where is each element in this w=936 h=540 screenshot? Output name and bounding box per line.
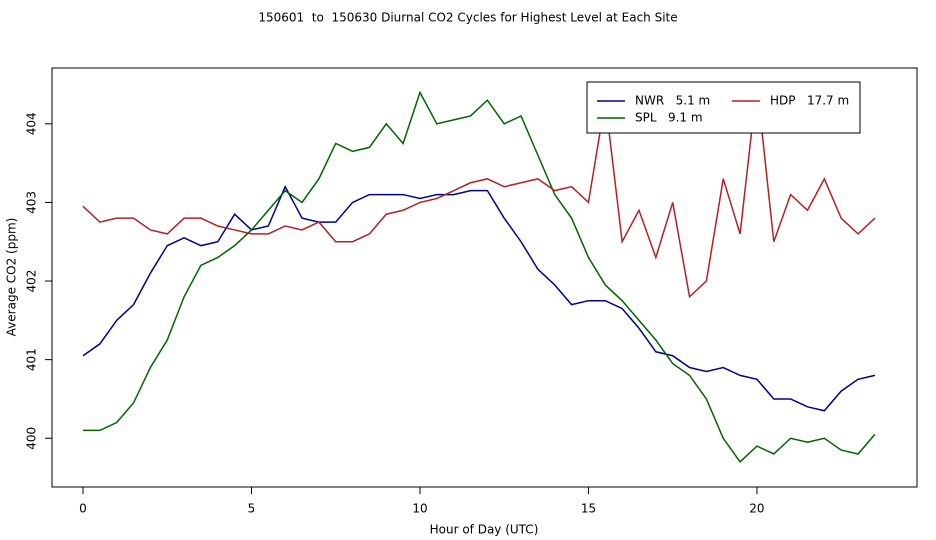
legend-label: SPL 9.1 m: [635, 111, 703, 125]
x-tick-label: 5: [248, 502, 256, 516]
y-tick-label: 403: [25, 191, 39, 214]
x-axis-label: Hour of Day (UTC): [430, 523, 539, 537]
series-line: [82, 184, 876, 412]
legend-label: NWR 5.1 m: [635, 94, 710, 108]
legend-label: HDP 17.7 m: [770, 94, 849, 108]
x-tick-label: 20: [749, 502, 764, 516]
chart-title: 150601 to 150630 Diurnal CO2 Cycles for …: [258, 11, 677, 25]
plot-frame: [51, 67, 918, 488]
y-tick-label: 404: [25, 112, 39, 135]
series-line: [82, 84, 876, 299]
y-axis-label: Average CO2 (ppm): [5, 218, 19, 337]
y-tick-label: 400: [24, 427, 38, 450]
x-tick-label: 15: [581, 502, 596, 516]
y-tick-label: 402: [25, 270, 39, 293]
legend-box: [586, 81, 861, 134]
y-tick-label: 401: [25, 348, 39, 371]
x-tick-label: 0: [79, 502, 87, 516]
series-line: [83, 90, 876, 463]
x-tick-label: 10: [412, 502, 427, 516]
